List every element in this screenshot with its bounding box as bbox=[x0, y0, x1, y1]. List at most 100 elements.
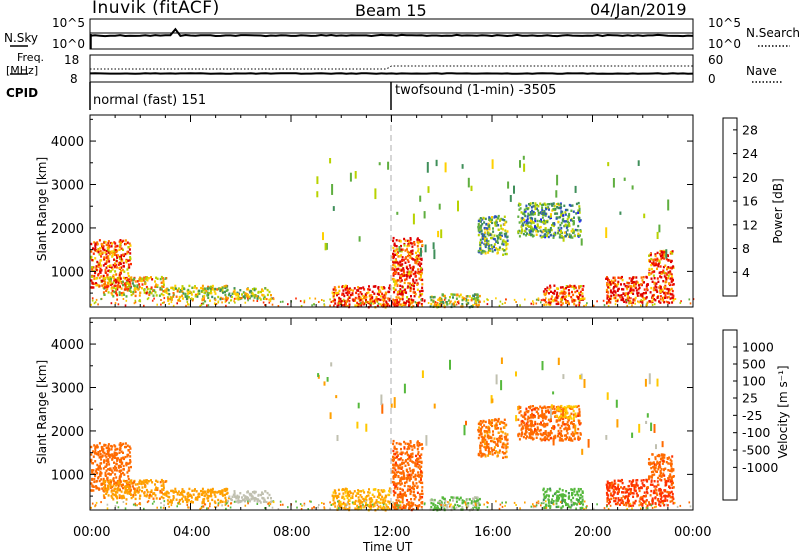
echo-cell bbox=[262, 294, 265, 297]
echo-cell bbox=[645, 285, 648, 288]
echo-cell bbox=[409, 289, 412, 293]
echo-cell bbox=[418, 251, 421, 255]
echo-cell bbox=[111, 454, 114, 458]
echo-cell bbox=[202, 302, 204, 305]
echo-cell bbox=[400, 254, 403, 257]
echo-cell bbox=[506, 243, 509, 246]
echo-cell bbox=[412, 280, 415, 283]
echo-cell bbox=[354, 304, 357, 307]
echo-cell bbox=[168, 302, 170, 305]
echo-cell bbox=[367, 291, 370, 294]
echo-cell bbox=[184, 295, 187, 298]
echo-cell bbox=[331, 184, 334, 195]
echo-cell bbox=[560, 297, 563, 300]
echo-cell bbox=[521, 228, 523, 231]
echo-cell bbox=[501, 228, 504, 231]
echo-cell bbox=[413, 446, 416, 449]
echo-cell bbox=[364, 497, 367, 500]
echo-cell bbox=[411, 460, 414, 463]
echo-cell bbox=[495, 215, 498, 219]
echo-cell bbox=[443, 497, 446, 501]
echo-cell bbox=[523, 416, 526, 419]
echo-cell bbox=[90, 279, 93, 282]
echo-cell bbox=[506, 433, 509, 436]
echo-cell bbox=[396, 298, 399, 302]
echo-cell bbox=[138, 488, 141, 492]
echo-cell bbox=[406, 239, 409, 243]
echo-cell bbox=[401, 451, 404, 454]
echo-cell bbox=[130, 493, 132, 496]
echo-cell bbox=[249, 289, 252, 293]
echo-cell bbox=[397, 303, 399, 306]
echo-cell bbox=[400, 291, 403, 295]
echo-cell bbox=[656, 251, 659, 255]
echo-cell bbox=[546, 423, 549, 427]
echo-cell bbox=[124, 242, 126, 246]
echo-cell bbox=[573, 216, 575, 219]
echo-cell bbox=[115, 457, 118, 460]
echo-cell bbox=[170, 286, 173, 290]
echo-cell bbox=[552, 236, 555, 239]
echo-cell bbox=[404, 249, 407, 252]
echo-cell bbox=[408, 507, 410, 510]
echo-cell bbox=[383, 502, 386, 505]
echo-cell bbox=[374, 188, 377, 200]
echo-cell bbox=[277, 305, 280, 307]
echo-cell bbox=[481, 438, 484, 441]
echo-cell bbox=[409, 492, 412, 496]
echo-cell bbox=[115, 273, 118, 276]
echo-cell bbox=[147, 277, 150, 280]
echo-cell bbox=[102, 248, 105, 251]
echo-cell bbox=[101, 244, 104, 247]
echo-cell bbox=[523, 432, 526, 436]
echo-cell bbox=[112, 253, 115, 256]
echo-cell bbox=[248, 297, 251, 300]
echo-cell bbox=[181, 493, 184, 496]
echo-cell bbox=[518, 221, 521, 224]
echo-cell bbox=[93, 277, 96, 281]
echo-cell bbox=[105, 462, 108, 466]
echo-cell bbox=[548, 208, 550, 211]
echo-cell bbox=[557, 435, 559, 438]
echo-cell bbox=[665, 291, 668, 295]
echo-cell bbox=[90, 242, 93, 246]
echo-cell bbox=[394, 253, 397, 256]
echo-cell bbox=[536, 427, 539, 430]
echo-cell bbox=[198, 289, 201, 292]
echo-cell bbox=[573, 419, 575, 422]
echo-cell bbox=[491, 236, 494, 240]
echo-cell bbox=[120, 457, 123, 460]
echo-cell bbox=[110, 292, 113, 295]
echo-cell bbox=[470, 500, 473, 503]
echo-cell bbox=[526, 420, 529, 424]
echo-cell bbox=[659, 265, 662, 268]
echo-cell bbox=[410, 501, 413, 504]
echo-cell bbox=[475, 301, 477, 304]
echo-cell bbox=[403, 301, 406, 304]
echo-cell bbox=[114, 292, 117, 295]
echo-cell bbox=[336, 496, 338, 500]
echo-cell bbox=[551, 412, 554, 415]
echo-cell bbox=[121, 268, 124, 272]
echo-cell bbox=[494, 451, 496, 455]
echo-cell bbox=[387, 493, 390, 497]
echo-cell bbox=[481, 436, 484, 439]
echo-cell bbox=[451, 496, 454, 499]
echo-cell bbox=[531, 230, 534, 233]
echo-cell bbox=[402, 461, 405, 465]
echo-cell bbox=[129, 455, 132, 458]
echo-cell bbox=[639, 300, 642, 303]
echo-cell bbox=[656, 267, 658, 270]
echo-cell bbox=[125, 242, 128, 246]
echo-cell bbox=[608, 283, 611, 286]
echo-cell bbox=[456, 301, 459, 304]
echo-cell bbox=[165, 291, 168, 294]
echo-cell bbox=[656, 296, 659, 299]
echo-cell bbox=[568, 224, 571, 228]
echo-cell bbox=[91, 471, 94, 474]
echo-cell bbox=[373, 292, 376, 295]
echo-cell bbox=[261, 289, 264, 292]
echo-cell bbox=[563, 407, 566, 410]
echo-cell bbox=[419, 264, 422, 267]
echo-cell bbox=[664, 296, 666, 299]
